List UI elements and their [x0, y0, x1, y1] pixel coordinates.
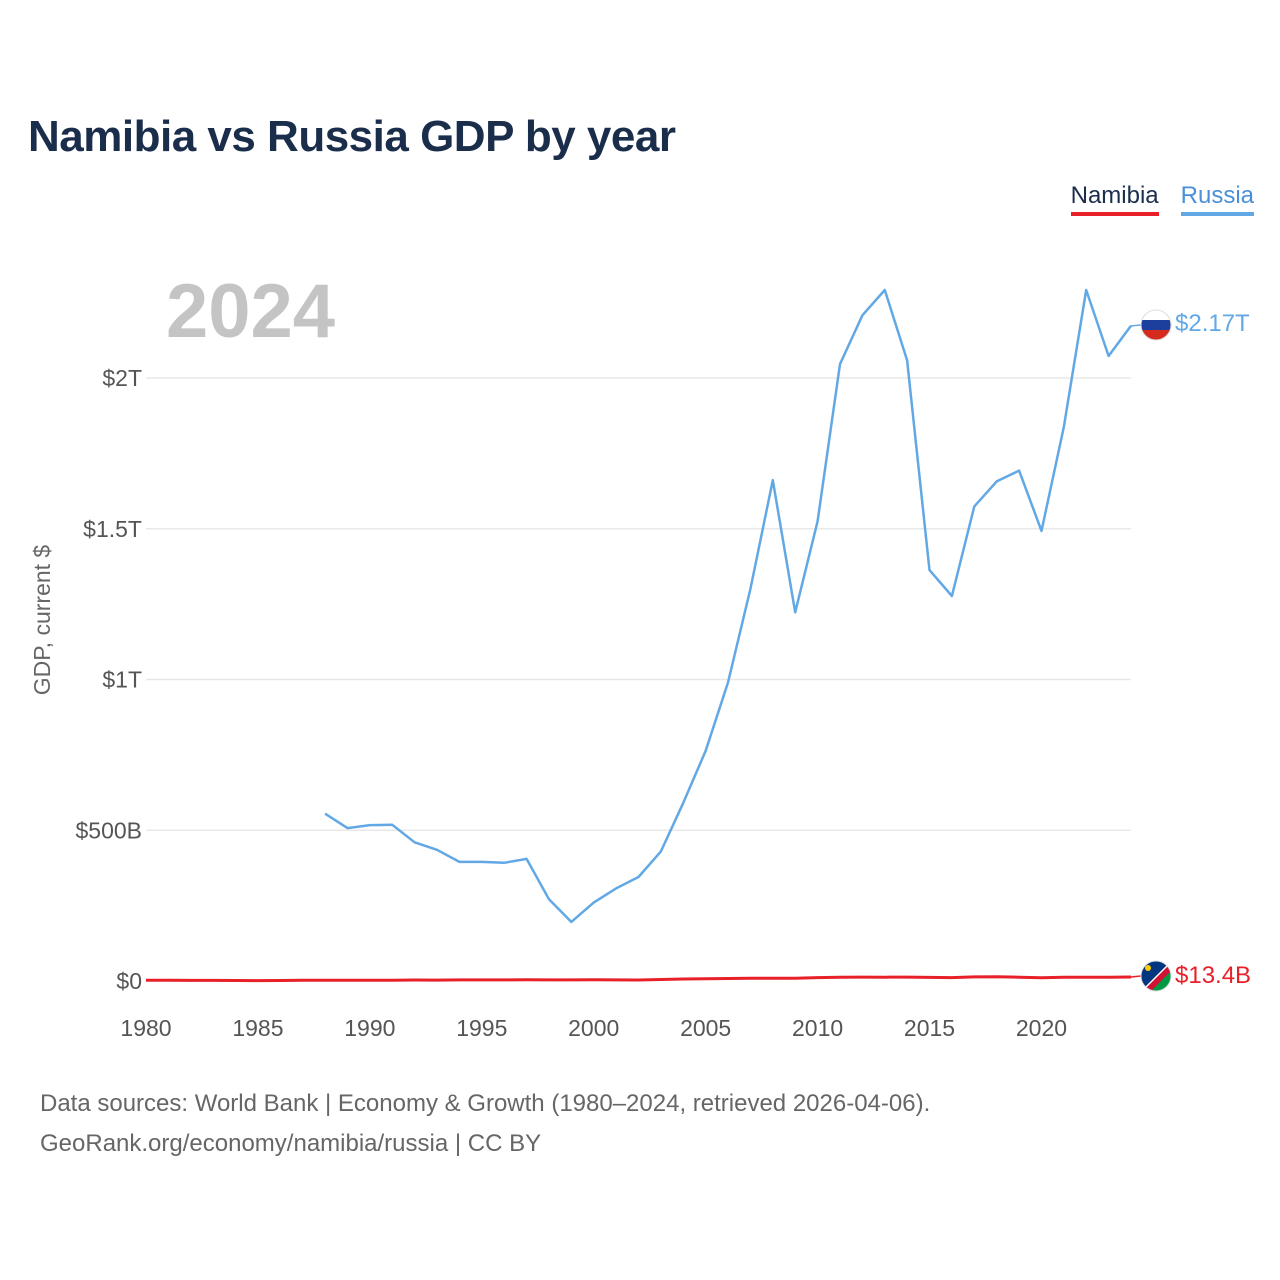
- y-tick-label: $500B: [75, 817, 142, 843]
- y-axis-label: GDP, current $: [29, 545, 55, 696]
- footer: Data sources: World Bank | Economy & Gro…: [40, 1084, 930, 1164]
- attribution-link[interactable]: GeoRank.org/economy/namibia/russia | CC …: [40, 1130, 542, 1157]
- x-tick-label: 2000: [568, 1015, 619, 1041]
- end-connector-russia: [1130, 324, 1142, 327]
- y-tick-label: $2T: [102, 365, 142, 391]
- series-line-namibia[interactable]: [146, 975, 1132, 983]
- end-value-label-namibia: $13.4B: [1175, 962, 1251, 989]
- series-line-russia[interactable]: [324, 288, 1133, 924]
- end-value-label-russia: $2.17T: [1175, 310, 1250, 337]
- x-tick-label: 1995: [456, 1015, 507, 1041]
- y-tick-label: $1.5T: [83, 516, 142, 542]
- end-connector-namibia: [1130, 975, 1142, 978]
- legend-item-namibia[interactable]: Namibia: [1070, 182, 1159, 216]
- chart-title: Namibia vs Russia GDP by year: [28, 112, 676, 161]
- legend: Namibia Russia: [1070, 182, 1254, 216]
- x-tick-label: 1985: [232, 1015, 283, 1041]
- x-tick-label: 2010: [792, 1015, 843, 1041]
- x-tick-label: 1990: [344, 1015, 395, 1041]
- legend-item-russia[interactable]: Russia: [1180, 182, 1254, 216]
- namibia-flag-icon: [1141, 961, 1171, 991]
- x-tick-label: 2020: [1016, 1015, 1067, 1041]
- y-tick-label: $1T: [102, 667, 142, 693]
- x-tick-label: 1980: [120, 1015, 171, 1041]
- data-source-note: Data sources: World Bank | Economy & Gro…: [40, 1090, 931, 1117]
- x-tick-label: 2005: [680, 1015, 731, 1041]
- x-tick-label: 2015: [904, 1015, 955, 1041]
- russia-flag-icon: [1141, 310, 1171, 340]
- current-year-label: 2024: [166, 269, 336, 354]
- gdp-line-chart: $0 $500B $1T $1.5T $2T 1980 1985 1990 1995 2000 20…: [29, 288, 1251, 1041]
- y-tick-label: $0: [116, 968, 142, 994]
